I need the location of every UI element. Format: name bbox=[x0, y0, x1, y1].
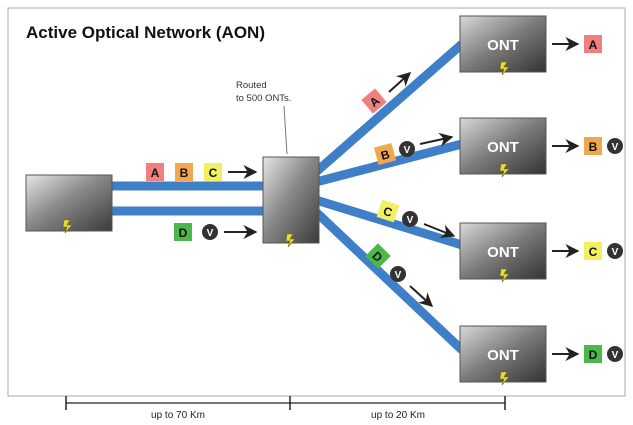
power-plug-icon bbox=[285, 233, 296, 248]
ont-box-d: ONT bbox=[459, 325, 547, 386]
ont-label: ONT bbox=[487, 244, 519, 261]
video-icon-label: V bbox=[407, 215, 414, 226]
fiber-switch-ont-d bbox=[312, 208, 466, 354]
ont-a-output: A bbox=[552, 35, 602, 53]
video-icon bbox=[607, 243, 623, 259]
badge-b-label: B bbox=[379, 147, 391, 163]
branch-c-label-group: C bbox=[376, 199, 400, 223]
video-icon bbox=[402, 211, 418, 227]
ont-label: ONT bbox=[487, 139, 519, 156]
badge-b bbox=[175, 163, 193, 181]
badge-b-label: B bbox=[589, 140, 598, 154]
badge-a bbox=[361, 88, 387, 114]
badge-a-label: A bbox=[151, 166, 160, 180]
badge-d bbox=[174, 223, 192, 241]
video-icon-label: V bbox=[612, 350, 619, 361]
distance-label-switch-ont: up to 20 Km bbox=[371, 410, 425, 421]
badge-a bbox=[584, 35, 602, 53]
badge-a-label: A bbox=[589, 38, 598, 52]
badge-d-label: D bbox=[179, 226, 188, 240]
branch-b-label-group: B bbox=[373, 142, 397, 166]
video-icon-label: V bbox=[207, 228, 214, 239]
video-icon bbox=[202, 224, 218, 240]
ont-b-output: B V bbox=[552, 137, 623, 155]
switch-note-line1: Routed bbox=[236, 80, 267, 91]
badge-c-label: C bbox=[209, 166, 218, 180]
fiber-switch-ont-b bbox=[314, 139, 464, 187]
badge-a bbox=[146, 163, 164, 181]
power-plug-icon bbox=[499, 268, 510, 283]
ont-box-c: ONT bbox=[459, 222, 547, 283]
diagram-title: Active Optical Network (AON) bbox=[26, 23, 265, 42]
distance-label-olt-switch: up to 70 Km bbox=[151, 410, 205, 421]
video-icon bbox=[399, 141, 415, 157]
olt-box bbox=[25, 174, 113, 234]
incoming-channels: A B C D V bbox=[146, 163, 258, 241]
switch-box bbox=[262, 156, 320, 248]
power-plug-icon bbox=[499, 371, 510, 386]
arrow-right-icon bbox=[419, 132, 454, 147]
ont-label: ONT bbox=[487, 347, 519, 364]
ont-c-output: C V bbox=[552, 242, 623, 260]
video-icon-label: V bbox=[612, 142, 619, 153]
switch-note-pointer bbox=[283, 105, 288, 155]
video-icon-label: V bbox=[404, 145, 411, 156]
ont-box-a: ONT bbox=[459, 15, 547, 76]
badge-b bbox=[373, 142, 397, 166]
arrow-right-icon bbox=[388, 72, 412, 93]
ont-box-b: ONT bbox=[459, 117, 547, 178]
badge-d bbox=[584, 345, 602, 363]
badge-c bbox=[204, 163, 222, 181]
power-plug-icon bbox=[62, 219, 73, 234]
badge-d bbox=[365, 243, 391, 269]
fiber-switch-ont-a bbox=[313, 40, 465, 176]
fiber-lines bbox=[110, 40, 466, 354]
distance-scale: up to 70 Km up to 20 Km bbox=[65, 396, 506, 421]
badge-b bbox=[584, 137, 602, 155]
ont-label: ONT bbox=[487, 37, 519, 54]
badge-c bbox=[584, 242, 602, 260]
branch-a-label-group: A bbox=[361, 88, 387, 114]
video-icon-label: V bbox=[395, 270, 402, 281]
badge-c-label: C bbox=[589, 245, 598, 259]
arrow-right-icon bbox=[423, 223, 456, 238]
ont-d-output: D V bbox=[552, 345, 623, 363]
arrow-right-icon bbox=[409, 285, 434, 307]
badge-c bbox=[376, 199, 400, 223]
badge-b-label: B bbox=[180, 166, 189, 180]
power-plug-icon bbox=[499, 61, 510, 76]
video-icon bbox=[607, 346, 623, 362]
video-icon bbox=[390, 266, 406, 282]
video-icon bbox=[607, 138, 623, 154]
fiber-switch-ont-c bbox=[314, 195, 464, 250]
badge-d-label: D bbox=[589, 348, 598, 362]
power-plug-icon bbox=[499, 163, 510, 178]
video-icon-label: V bbox=[612, 247, 619, 258]
switch-note-line2: to 500 ONTs. bbox=[236, 93, 291, 104]
branch-d-label-group: D bbox=[365, 243, 391, 269]
